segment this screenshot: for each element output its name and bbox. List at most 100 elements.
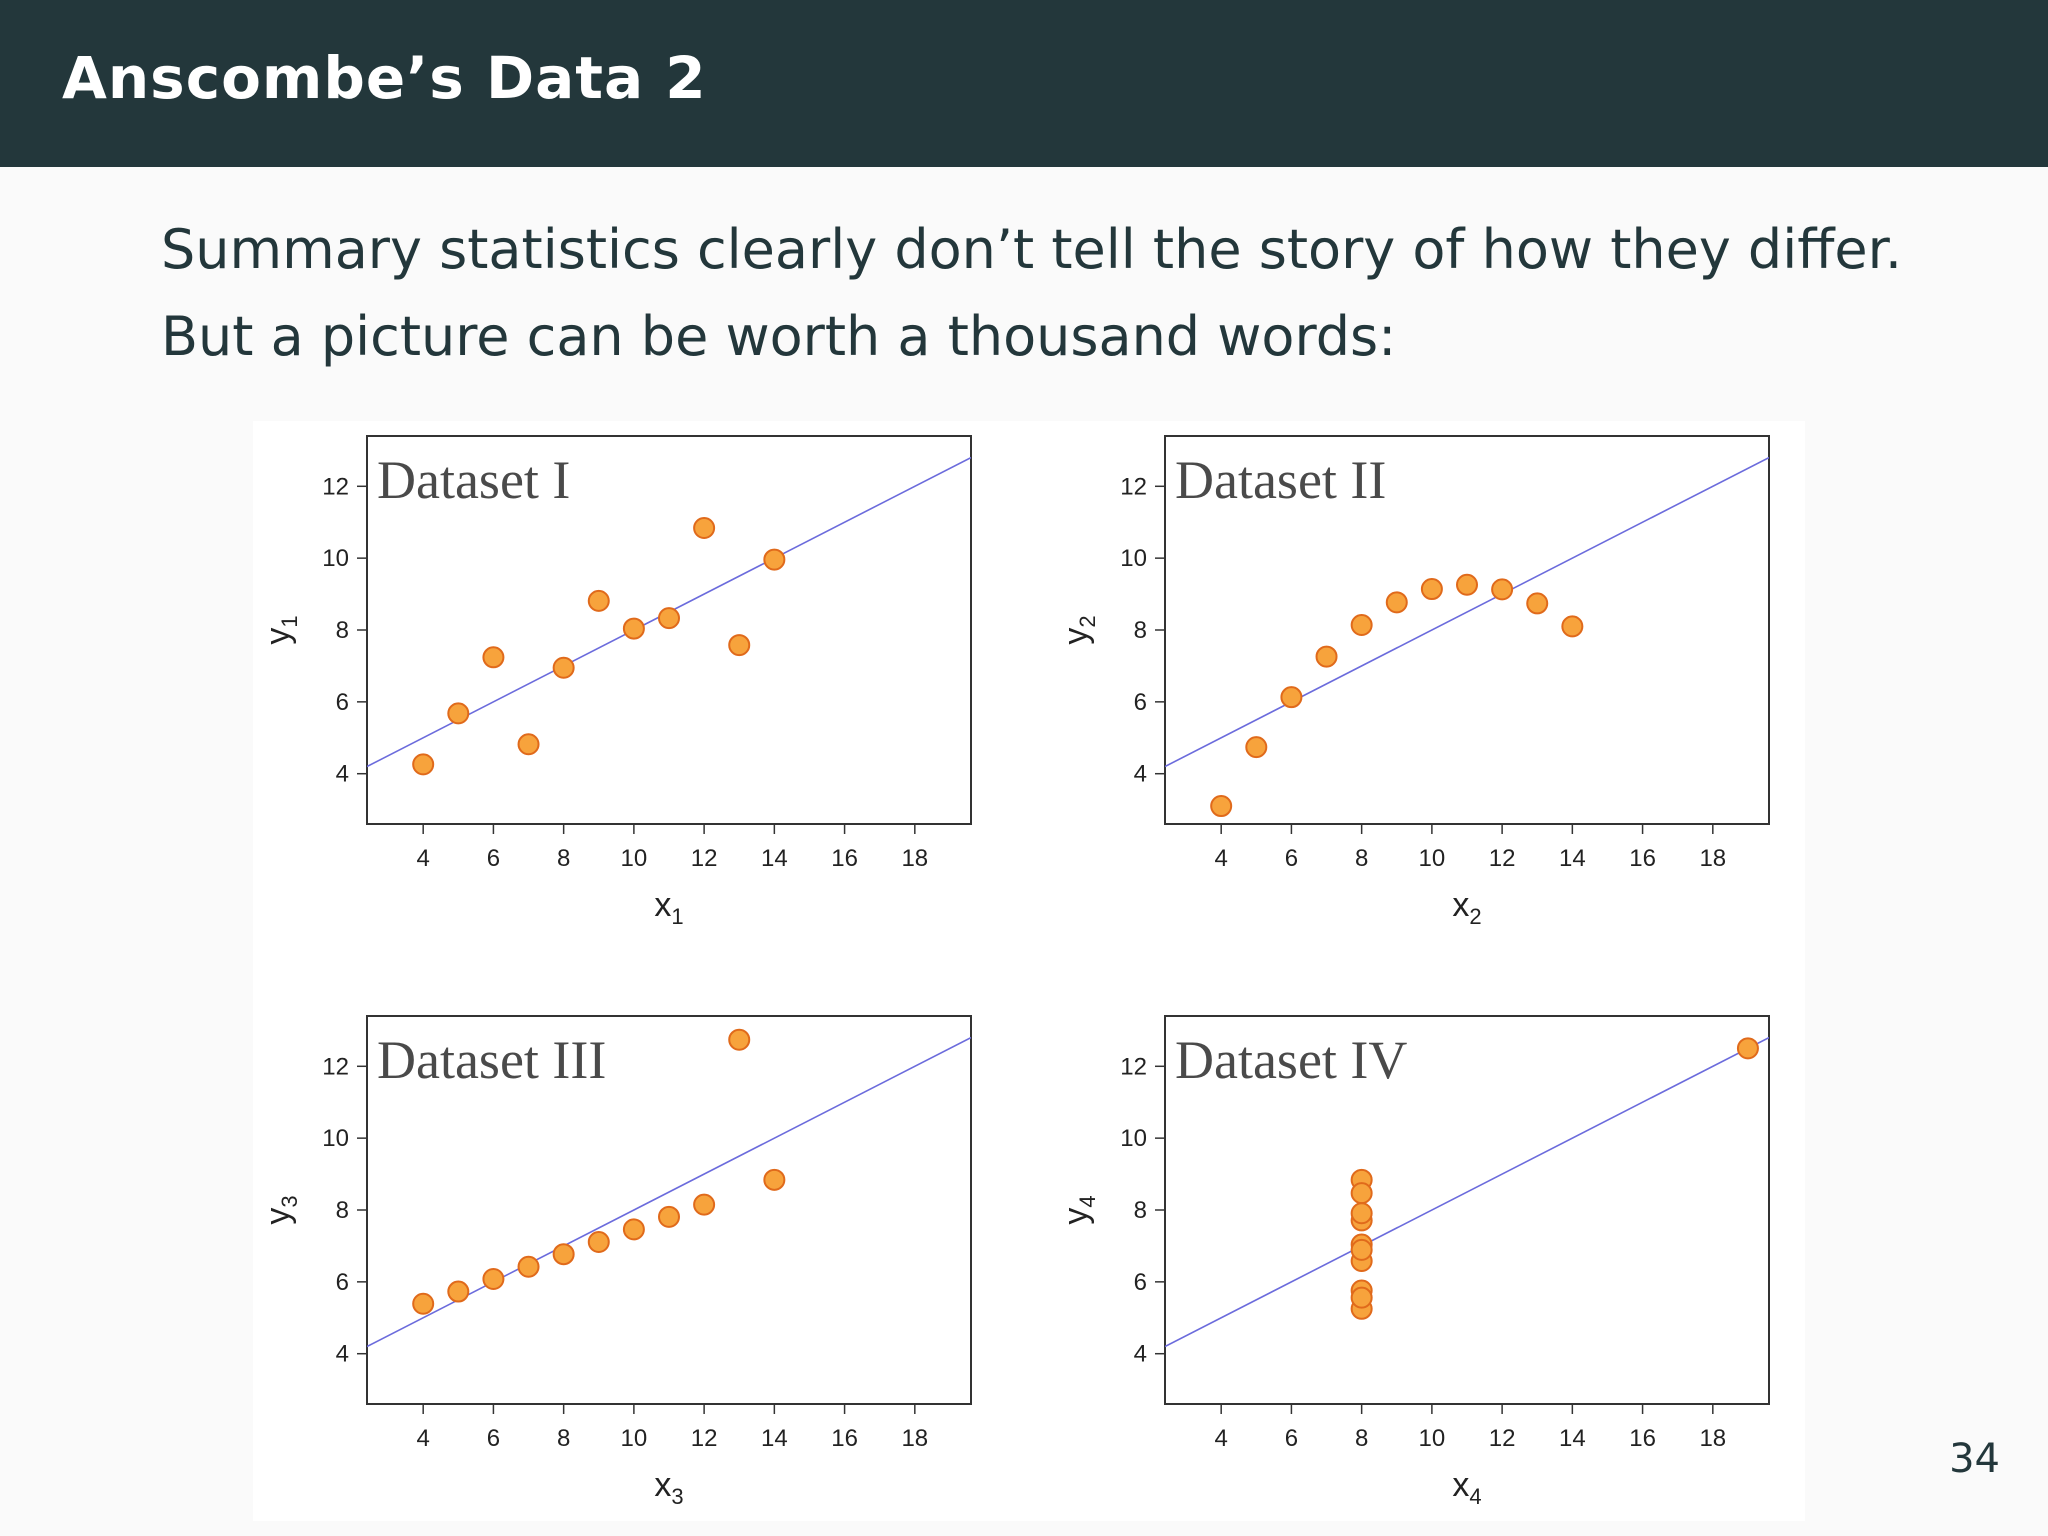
x-tick-label: 16 [1629, 1425, 1656, 1452]
y-axis-label-subscript: 2 [1075, 615, 1100, 627]
data-point [1350, 1202, 1373, 1225]
y-tick-label: 10 [322, 1125, 349, 1152]
data-point [1385, 591, 1408, 614]
x-tick-label: 6 [487, 845, 500, 872]
x-tick-label: 14 [761, 845, 788, 872]
data-point [447, 1280, 470, 1303]
y-tick-label: 12 [322, 1053, 349, 1080]
y-tick-label: 12 [1120, 473, 1147, 500]
data-point [658, 607, 680, 630]
data-point [693, 1193, 716, 1216]
chart-panel-1: 4 6 8 10 12 14 16 18 4 6 8 10 12 Dataset I x1 y 1 [259, 435, 972, 929]
data-point [552, 1243, 575, 1266]
x-tick-label: 12 [1489, 845, 1516, 872]
x-tick-label: 8 [557, 845, 570, 872]
data-point [412, 1292, 435, 1315]
data-point [552, 656, 575, 679]
data-point [1315, 645, 1338, 668]
data-point [1526, 592, 1549, 615]
y-tick-label: 6 [1134, 1269, 1147, 1296]
data-point [1420, 578, 1443, 601]
y-tick-label: 4 [336, 1341, 349, 1368]
x-axis-label: x1 [654, 886, 683, 929]
data-point [482, 646, 505, 669]
x-tick-label: 16 [831, 1425, 858, 1452]
data-point [517, 733, 540, 756]
data-point [622, 1218, 645, 1241]
x-tick-label: 4 [417, 845, 430, 872]
x-tick-label: 10 [621, 845, 648, 872]
x-tick-label: 12 [691, 845, 718, 872]
y-tick-label: 12 [322, 473, 349, 500]
x-tick-label: 14 [1559, 845, 1586, 872]
data-point [587, 589, 610, 612]
plot-frame [366, 435, 972, 825]
y-axis-label: y2 [1057, 615, 1100, 644]
y-tick-label: 6 [336, 689, 349, 716]
x-tick-label: 18 [1699, 845, 1726, 872]
data-point [763, 1168, 786, 1191]
x-tick-label: 10 [621, 1425, 648, 1452]
x-tick-label: 12 [1489, 1425, 1516, 1452]
plot-frame [1164, 1015, 1770, 1405]
x-tick-label: 18 [1699, 1425, 1726, 1452]
x-tick-label: 10 [1419, 1425, 1446, 1452]
y-tick-label: 4 [1134, 761, 1147, 788]
data-point [1210, 795, 1233, 818]
x-axis-label: x3 [654, 1466, 683, 1509]
data-point [1561, 615, 1584, 638]
data-point [1280, 686, 1303, 709]
body-text-line-1: Summary statistics clearly don’t tell th… [161, 218, 1903, 281]
y-tick-label: 8 [336, 617, 349, 644]
slide-title: Anscombe’s Data 2 [62, 44, 707, 112]
x-axis-label-subscript: 1 [671, 904, 683, 929]
x-tick-label: 16 [831, 845, 858, 872]
data-point [482, 1267, 505, 1290]
y-tick-label: 4 [1134, 1341, 1147, 1368]
y-tick-label: 6 [336, 1269, 349, 1296]
y-axis-label-main: y [259, 628, 297, 645]
y-tick-label: 6 [1134, 689, 1147, 716]
y-axis-label-main: y [259, 1208, 297, 1225]
x-tick-label: 4 [1215, 1425, 1228, 1452]
x-tick-label: 6 [1285, 1425, 1298, 1452]
y-axis-label-main: y [1057, 1208, 1095, 1225]
x-axis-label-main: x [1452, 1466, 1469, 1504]
y-tick-label: 10 [322, 545, 349, 572]
data-point [447, 702, 470, 725]
x-tick-label: 18 [901, 1425, 928, 1452]
panel-title: Dataset II [1175, 450, 1386, 510]
x-axis-label: x2 [1452, 886, 1481, 929]
y-tick-label: 10 [1120, 545, 1147, 572]
data-point [693, 516, 716, 539]
y-tick-label: 4 [336, 761, 349, 788]
x-tick-label: 10 [1419, 845, 1446, 872]
x-axis-label-subscript: 4 [1469, 1484, 1481, 1509]
y-axis-label: y3 [259, 1195, 302, 1224]
y-tick-label: 8 [1134, 617, 1147, 644]
y-tick-label: 8 [1134, 1197, 1147, 1224]
x-tick-label: 8 [1355, 1425, 1368, 1452]
x-axis-label-subscript: 2 [1469, 904, 1481, 929]
regression-line [1165, 1036, 1769, 1348]
panel-title: Dataset I [377, 450, 570, 510]
y-tick-label: 10 [1120, 1125, 1147, 1152]
x-tick-label: 8 [1355, 845, 1368, 872]
data-point [517, 1255, 540, 1278]
x-tick-label: 18 [901, 845, 928, 872]
page-number: 34 [1949, 1436, 2000, 1482]
x-tick-label: 14 [761, 1425, 788, 1452]
data-point [728, 634, 751, 657]
y-axis-label-subscript: 3 [277, 1195, 302, 1207]
data-point [412, 753, 435, 776]
x-axis-label-main: x [654, 886, 671, 924]
y-axis-label-subscript: 4 [1075, 1195, 1100, 1207]
y-axis-label-main: y [1057, 628, 1095, 645]
data-point [622, 617, 645, 640]
x-axis-label-main: x [654, 1466, 671, 1504]
